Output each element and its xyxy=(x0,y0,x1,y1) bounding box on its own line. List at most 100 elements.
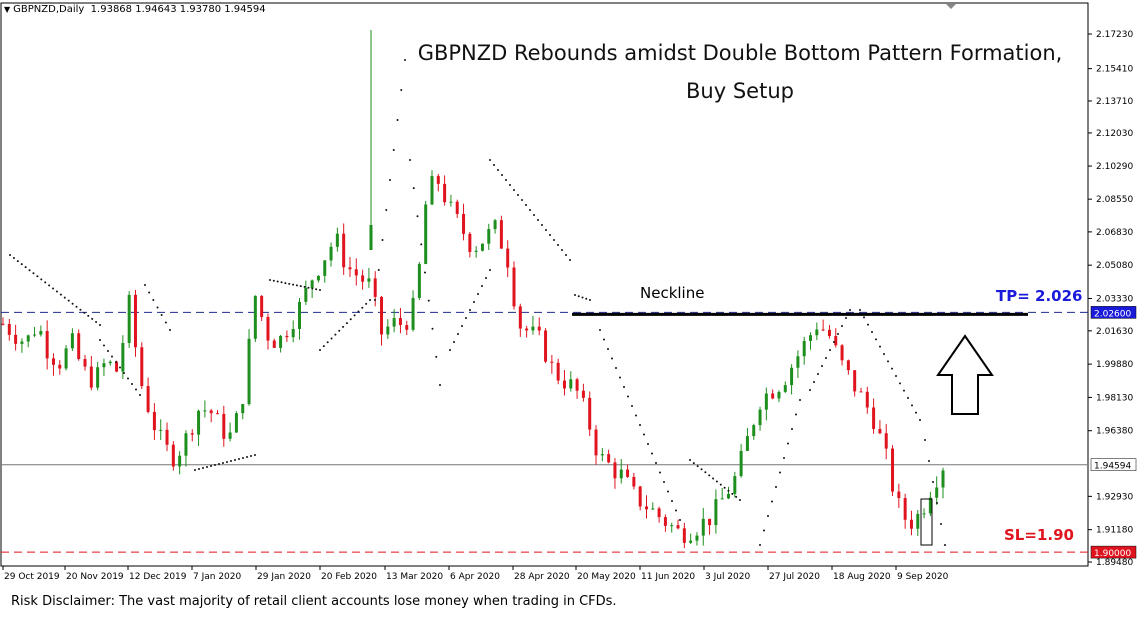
sar-dot xyxy=(400,89,403,91)
candle-body xyxy=(802,340,806,357)
sar-dot xyxy=(501,174,503,176)
sar-dot xyxy=(389,179,391,181)
sar-dot xyxy=(525,204,527,206)
candle-body xyxy=(903,498,907,520)
sar-dot xyxy=(427,299,430,302)
sar-dot xyxy=(779,471,781,474)
candle-body xyxy=(398,318,402,326)
sar-dot xyxy=(202,467,204,469)
candle-body xyxy=(121,342,125,372)
candle-body xyxy=(550,361,554,363)
candle-body xyxy=(544,330,548,362)
sar-dot xyxy=(692,462,695,465)
candle-body xyxy=(348,267,352,270)
sar-dot xyxy=(131,383,133,385)
candle-body xyxy=(689,540,693,543)
y-tick-label: 2.17230 xyxy=(1096,30,1133,40)
x-tick-label: 20 May 2020 xyxy=(577,572,636,582)
sar-dot xyxy=(338,329,341,332)
candle-body xyxy=(531,326,535,331)
tp-price-tag-box xyxy=(1090,306,1137,319)
sar-dot xyxy=(377,269,380,271)
candle-body xyxy=(657,508,661,518)
sar-dot xyxy=(489,269,491,271)
sar-dot xyxy=(771,500,773,503)
candle-body xyxy=(152,411,156,431)
sar-dot xyxy=(465,317,467,319)
sar-dot xyxy=(99,324,101,326)
x-tick-label: 29 Jan 2020 xyxy=(257,572,311,582)
x-tick-label: 11 Jun 2020 xyxy=(641,572,695,582)
sar-dot xyxy=(623,386,625,388)
sar-dot xyxy=(739,499,741,501)
candle-body xyxy=(562,380,566,389)
sl-label: SL=1.90 xyxy=(1004,526,1074,544)
x-tick-label: 28 Apr 2020 xyxy=(514,572,570,582)
sar-dot xyxy=(103,344,105,347)
sar-dot xyxy=(473,301,475,303)
candle-body xyxy=(626,469,630,477)
sar-dot xyxy=(585,297,588,300)
sar-dot xyxy=(845,317,847,319)
candle-body xyxy=(720,498,724,500)
y-tick-label: 2.10290 xyxy=(1096,162,1133,172)
candle-body xyxy=(777,391,781,399)
sar-dot xyxy=(708,474,711,477)
sar-dot xyxy=(71,302,74,305)
sar-dot xyxy=(396,119,399,121)
candle-body xyxy=(329,246,333,261)
candle-body xyxy=(865,391,869,408)
title-line-2: Buy Setup xyxy=(686,79,794,103)
sar-dot xyxy=(12,257,15,260)
sar-dot xyxy=(932,481,934,483)
candle-body xyxy=(58,364,62,369)
sar-dot xyxy=(32,272,35,275)
sar-dot xyxy=(837,333,839,335)
sar-dot xyxy=(574,294,576,296)
sar-dot xyxy=(735,495,738,498)
candle-body xyxy=(745,436,749,451)
sar-dot xyxy=(859,309,861,311)
sar-dot xyxy=(549,234,551,236)
candle-body xyxy=(190,433,194,435)
sar-dot xyxy=(899,382,901,385)
shift-marker-icon xyxy=(946,4,956,9)
dropdown-triangle-icon[interactable]: ▼ xyxy=(4,5,11,14)
x-tick-label: 9 Sep 2020 xyxy=(897,572,949,582)
sar-dot xyxy=(603,338,605,341)
sar-dot xyxy=(919,419,921,421)
sar-dot xyxy=(194,469,196,471)
sar-dot xyxy=(357,310,360,313)
candle-body xyxy=(443,183,447,203)
candle-body xyxy=(619,469,623,479)
sar-dot xyxy=(903,389,905,392)
sar-dot xyxy=(829,349,831,351)
y-tick-label: 2.12030 xyxy=(1096,129,1133,139)
sar-dot xyxy=(529,209,531,211)
sar-dot xyxy=(44,281,47,284)
sar-dot xyxy=(799,399,801,401)
sar-dot xyxy=(55,290,58,293)
sar-dot xyxy=(238,458,240,460)
sar-dot xyxy=(569,259,571,261)
candle-body xyxy=(821,329,825,331)
candle-body xyxy=(411,297,415,330)
x-tick-label: 20 Nov 2019 xyxy=(66,572,124,582)
sar-dot xyxy=(123,372,125,374)
sar-dot xyxy=(675,509,677,512)
sar-dot xyxy=(783,457,785,459)
sar-dot xyxy=(517,194,519,196)
sar-dot xyxy=(924,439,926,441)
candle-body xyxy=(594,429,598,456)
candle-body xyxy=(178,455,182,467)
candle-body xyxy=(701,518,705,536)
candle-body xyxy=(234,413,238,433)
sar-dot xyxy=(111,355,113,358)
candle-body xyxy=(922,513,926,515)
candle-body xyxy=(815,329,819,336)
sar-dot xyxy=(99,339,101,341)
sar-dot xyxy=(315,288,318,291)
sar-dot xyxy=(453,341,455,343)
candle-body xyxy=(291,329,295,338)
